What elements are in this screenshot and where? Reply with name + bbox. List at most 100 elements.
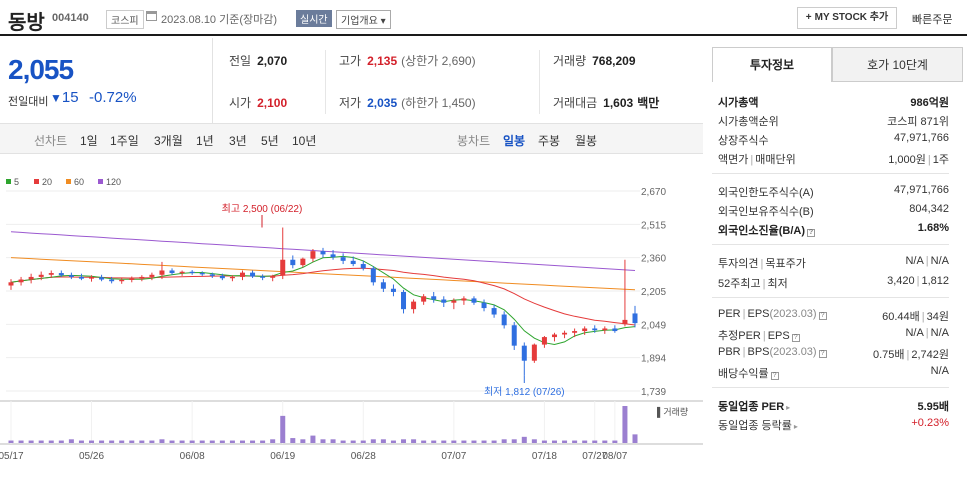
x-tick-label: 05/17 xyxy=(0,451,24,462)
help-icon[interactable]: ? xyxy=(818,312,827,320)
price-chart[interactable]: 2,670 2,515 2,360 2,205 2,049 1,894 1,739 05/17… xyxy=(0,155,703,488)
volume-bar xyxy=(572,440,578,443)
quick-order-link[interactable]: 빠른주문 xyxy=(912,14,953,26)
volume-bar xyxy=(622,406,628,443)
candle-body xyxy=(89,277,95,279)
candle-body xyxy=(602,328,608,331)
candle-body xyxy=(531,344,537,361)
help-icon[interactable]: ? xyxy=(818,350,827,358)
range-5y[interactable]: 5년 xyxy=(261,134,279,148)
volume-bar xyxy=(370,439,376,443)
x-tick-label: 06/28 xyxy=(351,451,376,462)
range-3m[interactable]: 3개월 xyxy=(154,134,183,148)
candle-body xyxy=(260,276,266,278)
candle-body xyxy=(290,259,296,266)
volume-label: 거래량 xyxy=(553,54,587,68)
foreign-ratio-value: 1.68% xyxy=(917,222,949,234)
volume-bar xyxy=(521,436,527,443)
candle-body xyxy=(612,328,618,332)
volume-bar xyxy=(310,435,316,443)
company-overview-dropdown[interactable]: 기업개요 ▾ xyxy=(336,10,391,29)
volume-bar xyxy=(320,439,326,443)
volume-bar xyxy=(28,440,34,443)
candle-weekly[interactable]: 주봉 xyxy=(538,134,561,148)
bps-label: BPS xyxy=(747,346,770,358)
volume-bar xyxy=(209,440,215,443)
divider xyxy=(712,297,949,298)
high-price: 고가 2,135 (상한가 2,690) xyxy=(339,52,476,69)
help-icon[interactable]: ? xyxy=(807,229,815,237)
range-1w[interactable]: 1주일 xyxy=(110,134,139,148)
pbr-value: 0.75배 xyxy=(872,349,905,361)
candle-body xyxy=(632,313,638,324)
legend-label: 20 xyxy=(42,177,53,187)
tab-orderbook[interactable]: 호가 10단계 xyxy=(832,47,963,82)
legend-ma60: 60 xyxy=(66,177,84,187)
candle-body xyxy=(129,278,135,280)
x-tick-label: 06/08 xyxy=(180,451,205,462)
volume-bar xyxy=(270,439,276,443)
high-value: 2,135 xyxy=(367,54,398,68)
help-icon[interactable]: ? xyxy=(770,372,779,380)
candle-chart-label: 봉차트 xyxy=(457,134,491,148)
sector-change-row: 동일업종 등락률 ▸ +0.23% xyxy=(712,415,949,433)
volume-bar xyxy=(340,440,346,443)
sector-per-value: 5.95배 xyxy=(917,401,949,413)
realtime-badge[interactable]: 실시간 xyxy=(296,10,332,27)
foreign-hold-row: 외국인보유주식수(B) 804,342 xyxy=(712,201,949,219)
trade-amount-value: 1,603 xyxy=(603,96,634,110)
sector-per-row: 동일업종 PER ▸ 5.95배 xyxy=(712,396,949,414)
range-1y[interactable]: 1년 xyxy=(196,134,214,148)
my-stock-add-button[interactable]: + MY STOCK 추가 xyxy=(797,7,897,29)
help-icon[interactable]: ? xyxy=(791,334,800,342)
chevron-right-icon[interactable]: ▸ xyxy=(793,422,798,431)
range-10y[interactable]: 10년 xyxy=(292,134,317,148)
candle-body xyxy=(370,268,376,283)
y-tick-label: 1,739 xyxy=(641,387,666,398)
candle-body xyxy=(380,282,386,289)
candle-daily[interactable]: 일봉 xyxy=(503,134,526,148)
candle-body xyxy=(229,276,235,279)
w52-high-value: 3,420 xyxy=(887,275,915,287)
market-cap-value: 986억원 xyxy=(910,97,949,109)
range-3y[interactable]: 3년 xyxy=(229,134,247,148)
candle-body xyxy=(28,276,34,280)
foreign-ratio-label: 외국인소진율(B/A) xyxy=(718,225,805,237)
sector-per-label: 동일업종 PER xyxy=(718,401,785,413)
foreign-hold-value: 804,342 xyxy=(909,203,949,215)
legend-ma5: 5 xyxy=(6,177,19,187)
x-tick-label: 07/18 xyxy=(532,451,557,462)
y-tick-label: 2,515 xyxy=(641,220,666,231)
candle-body xyxy=(330,254,336,258)
pbr-label: PBR xyxy=(718,346,741,358)
candle-body xyxy=(421,296,427,302)
w52-low-value: 1,812 xyxy=(921,275,949,287)
lower-limit: (하한가 1,450) xyxy=(401,96,476,110)
volume-bar xyxy=(330,439,336,443)
x-tick-label: 07/07 xyxy=(441,451,466,462)
candle-body xyxy=(562,332,568,335)
legend-swatch xyxy=(98,179,103,184)
volume-bar xyxy=(48,440,54,443)
volume-bar xyxy=(300,439,306,443)
par-lot-row: 액면가 | 매매단위 1,000원 | 1주 xyxy=(718,154,949,166)
range-1d[interactable]: 1일 xyxy=(80,134,98,148)
volume-bar xyxy=(8,440,14,443)
chevron-right-icon[interactable]: ▸ xyxy=(786,403,791,412)
candle-body xyxy=(511,325,517,346)
open-value: 2,100 xyxy=(257,96,288,110)
candle-body xyxy=(310,251,316,259)
lot-label: 매매단위 xyxy=(755,154,796,166)
candle-body xyxy=(179,271,185,274)
tab-invest-info[interactable]: 투자정보 xyxy=(712,47,832,82)
candle-monthly[interactable]: 월봉 xyxy=(575,134,598,148)
ma20-line xyxy=(10,267,636,326)
market-badge: 코스피 xyxy=(106,10,144,29)
volume-bar xyxy=(612,440,618,443)
volume-bar xyxy=(149,440,155,443)
volume-bar xyxy=(551,440,557,443)
volume-bar xyxy=(401,439,407,443)
volume-bar xyxy=(179,440,185,443)
legend-swatch xyxy=(6,179,11,184)
x-tick-label: 05/26 xyxy=(79,451,104,462)
